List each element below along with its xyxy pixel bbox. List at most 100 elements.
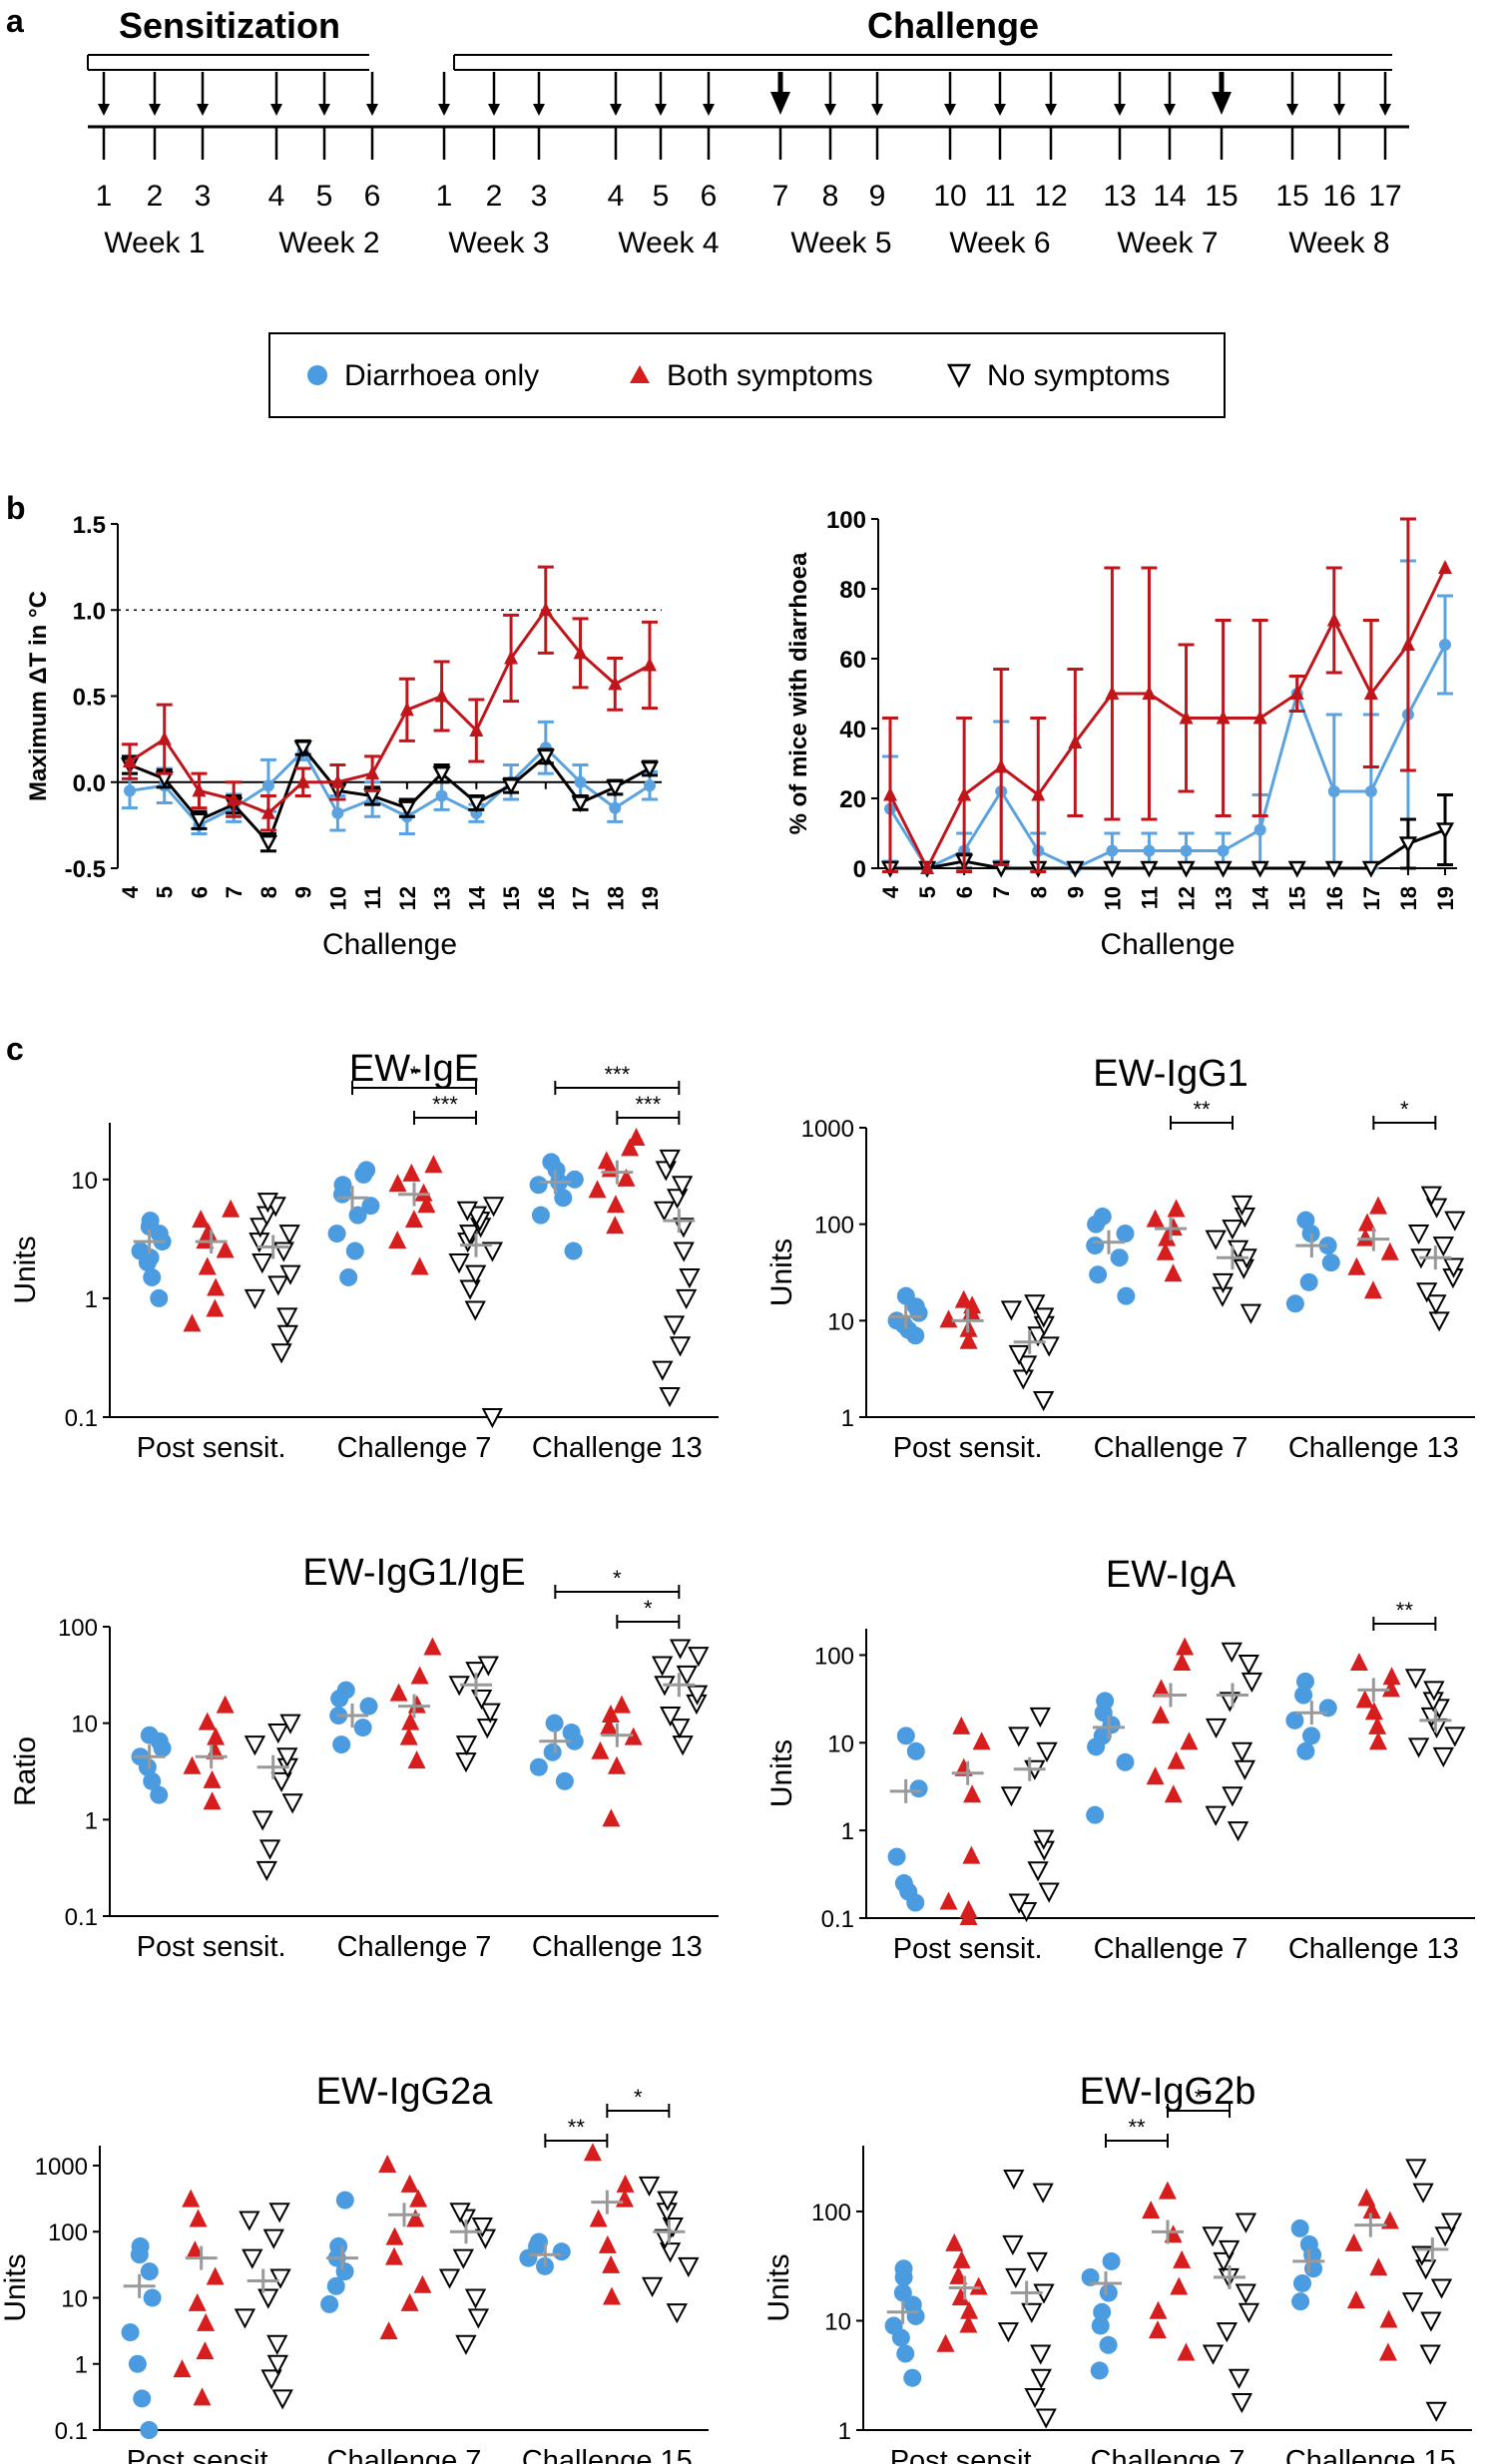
data-point [1180,844,1193,857]
data-point [258,834,278,852]
day-label: 4 [608,180,625,213]
data-point-both [598,2234,617,2253]
y-tick-label: 20 [839,786,866,813]
data-point [1289,686,1304,700]
y-axis-label: % of mice with diarrhoea [785,552,812,834]
dosing-arrowhead [1045,104,1057,116]
x-category-label: Challenge 13 [1288,1432,1459,1464]
data-point-both [203,1769,222,1788]
data-point-none [1027,1861,1049,1882]
data-point [365,765,380,780]
data-point-both [588,1180,607,1199]
data-point-diarrhoea [887,1311,906,1330]
data-point-both [1369,1731,1388,1750]
data-point-diarrhoea [562,1724,581,1742]
data-point-none [1024,2388,1046,2409]
y-tick-label: 1 [838,2418,851,2445]
data-point-none [1221,1642,1242,1663]
legend: Diarrhoea only Both symptoms No symptoms [268,332,1226,418]
data-point [1400,637,1415,651]
data-point-both [1173,2249,1192,2268]
data-point [640,760,660,778]
data-point-none [1412,2183,1434,2204]
dosing-arrowhead [438,104,450,116]
data-point-diarrhoea [348,1206,367,1225]
data-point-both [400,2174,419,2193]
significance-label: * [644,1596,653,1621]
y-tick-label: 100 [814,1213,854,1239]
day-label: 13 [1103,180,1136,213]
data-point-none [1026,2251,1048,2273]
data-point-none [1425,1294,1447,1315]
x-tick-label: 13 [1212,886,1237,910]
data-point-none [1420,1186,1442,1207]
day-label: 10 [933,180,966,213]
data-point-both [1146,1209,1165,1228]
x-tick-label: 15 [1285,886,1310,910]
data-point-both [192,1210,211,1229]
dosing-arrowhead [610,104,622,116]
data-point-both [954,1289,973,1308]
week-label: Week 8 [1288,227,1389,259]
data-point-none [234,2308,256,2329]
data-point-none [1002,2234,1024,2256]
data-point-both [222,1199,241,1218]
data-point-none [458,1225,481,1245]
day-label: 4 [268,180,285,213]
data-point-both [407,1695,426,1714]
data-point [1031,786,1046,801]
data-point-both [621,1138,640,1157]
data-point-both [207,1726,226,1745]
data-point [504,650,519,665]
dosing-arrowhead [994,104,1006,116]
data-point-none [1231,1195,1253,1217]
data-point-diarrhoea [1299,1272,1318,1291]
data-point-none [456,1201,478,1222]
y-tick-label: 10 [824,2308,851,2335]
data-point-none [1219,1692,1241,1713]
data-point-diarrhoea [887,1847,906,1866]
legend-diarrhoea-label: Diarrhoea only [344,359,539,392]
data-point-both [969,2276,988,2295]
significance-label: * [410,1062,419,1087]
day-label: 16 [1322,180,1355,213]
data-point [1143,844,1156,857]
data-point [1105,686,1120,700]
data-point-diarrhoea [554,1189,573,1208]
data-point-both [1347,1256,1366,1275]
data-point-diarrhoea [327,1225,346,1243]
data-point-diarrhoea [141,1212,160,1231]
dosing-arrowhead [366,104,378,116]
data-point-none [1212,1272,1235,1294]
y-tick-label: 1000 [35,2154,88,2181]
data-point [883,786,897,801]
data-point-diarrhoea [320,2294,339,2313]
data-point-none [438,2268,461,2289]
dosing-arrowhead [655,104,667,116]
x-category-label: Challenge 15 [522,2445,693,2464]
x-tick-label: 14 [464,885,489,910]
data-point-both [188,2292,207,2311]
panel-label-a: a [6,3,24,39]
data-point-none [1228,2368,1250,2389]
data-point-diarrhoea [903,2368,922,2387]
y-tick-label: 10 [827,1730,854,1757]
y-tick-label: 1 [75,2352,88,2379]
data-point-both [413,2274,432,2293]
x-tick-label: 17 [569,886,594,910]
series-line [129,745,651,827]
week-label: Week 3 [448,227,549,259]
x-category-label: Challenge 7 [1094,1933,1248,1965]
data-point [397,800,416,818]
data-point-both [399,1726,418,1745]
significance-label: *** [604,1062,630,1087]
data-point-none [1407,1225,1430,1245]
data-point-diarrhoea [552,2242,571,2261]
data-point-none [481,1408,503,1429]
data-point-none [1012,1369,1034,1390]
data-point [434,688,449,703]
x-tick-label: 4 [878,885,903,898]
data-point-both [963,1784,982,1803]
data-point-both [173,2359,192,2378]
